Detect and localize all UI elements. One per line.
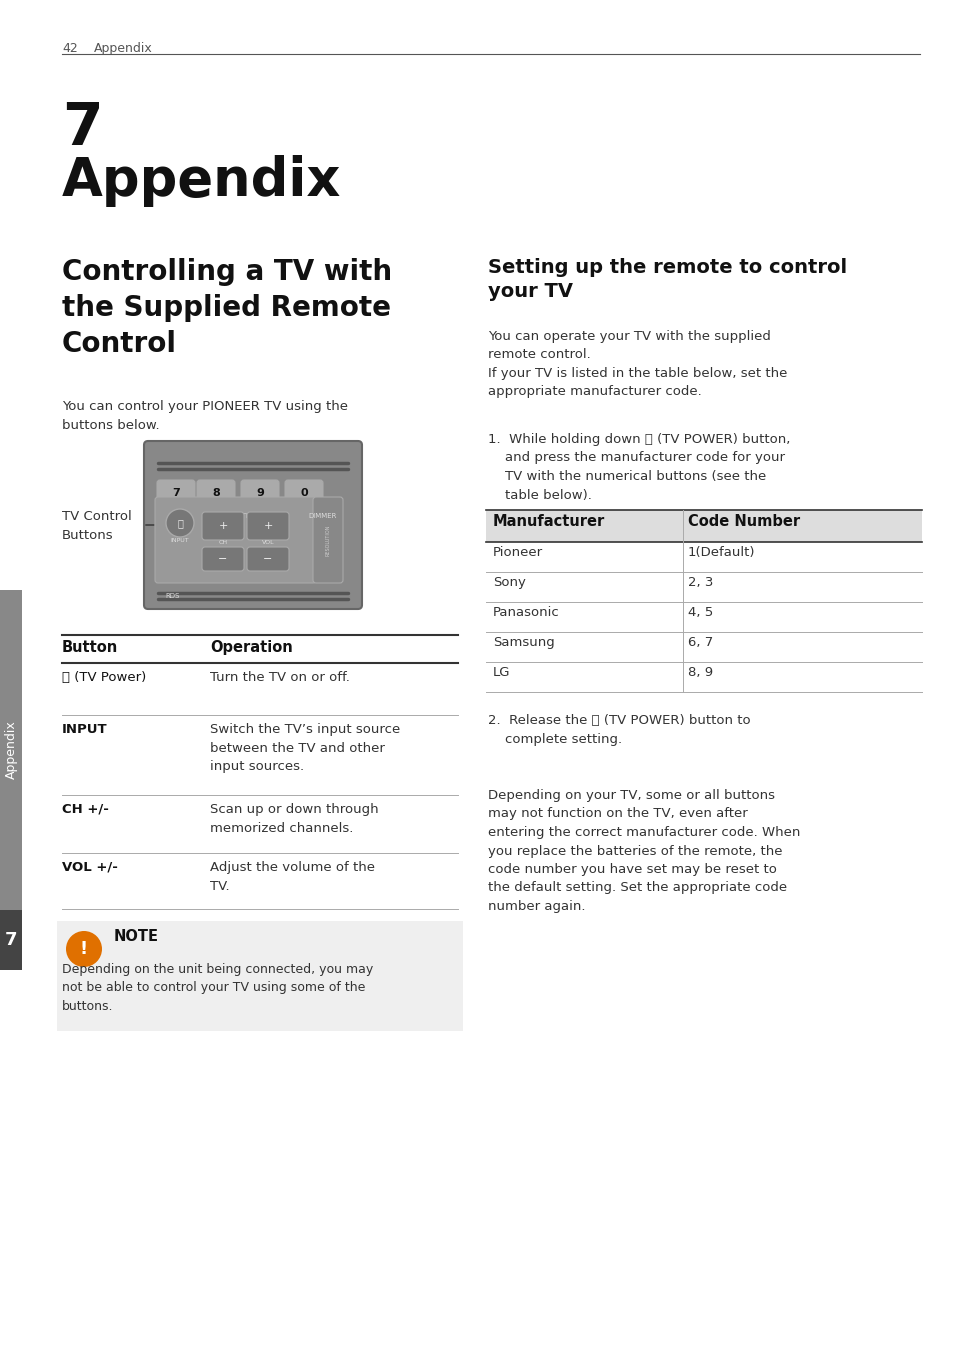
Text: 42: 42 (62, 42, 77, 56)
Text: 1.  While holding down ⏻ (TV POWER) button,
    and press the manufacturer code : 1. While holding down ⏻ (TV POWER) butto… (488, 433, 789, 501)
Text: +: + (263, 521, 273, 531)
Text: Appendix: Appendix (5, 720, 17, 780)
Text: Setting up the remote to control
your TV: Setting up the remote to control your TV (488, 259, 846, 301)
Text: Manufacturer: Manufacturer (493, 515, 604, 529)
FancyBboxPatch shape (241, 481, 278, 506)
Text: Appendix: Appendix (62, 154, 341, 207)
Text: 6, 7: 6, 7 (687, 636, 713, 649)
FancyBboxPatch shape (313, 497, 343, 584)
Text: !: ! (80, 940, 88, 959)
Text: Controlling a TV with: Controlling a TV with (62, 259, 392, 286)
Text: −: − (218, 554, 228, 565)
Text: 2.  Release the ⏻ (TV POWER) button to
    complete setting.: 2. Release the ⏻ (TV POWER) button to co… (488, 714, 750, 746)
Text: Depending on your TV, some or all buttons
may not function on the TV, even after: Depending on your TV, some or all button… (488, 789, 800, 913)
Text: Depending on the unit being connected, you may
not be able to control your TV us: Depending on the unit being connected, y… (62, 963, 373, 1013)
Text: 2, 3: 2, 3 (687, 575, 713, 589)
Text: RESOLUTION: RESOLUTION (325, 524, 330, 555)
Text: You can control your PIONEER TV using the
buttons below.: You can control your PIONEER TV using th… (62, 399, 348, 432)
Text: ⏻ (TV Power): ⏻ (TV Power) (62, 672, 146, 684)
Text: 4, 5: 4, 5 (687, 607, 713, 619)
Text: 1(Default): 1(Default) (687, 546, 755, 559)
Text: 7: 7 (172, 487, 180, 498)
Text: INPUT: INPUT (62, 723, 108, 737)
FancyBboxPatch shape (202, 512, 244, 540)
Text: 0: 0 (300, 487, 308, 498)
Text: 8, 9: 8, 9 (687, 666, 713, 678)
Text: Scan up or down through
memorized channels.: Scan up or down through memorized channe… (210, 803, 378, 834)
FancyBboxPatch shape (144, 441, 361, 609)
Bar (57, 921, 462, 1030)
Text: TV Control
Buttons: TV Control Buttons (62, 510, 132, 542)
Circle shape (166, 509, 193, 538)
Text: 7: 7 (62, 100, 103, 157)
Text: 7: 7 (5, 932, 17, 949)
Text: Control: Control (62, 330, 177, 357)
FancyBboxPatch shape (157, 481, 194, 506)
FancyBboxPatch shape (285, 481, 323, 506)
Text: Panasonic: Panasonic (493, 607, 559, 619)
Bar (485, 510, 921, 542)
Text: +: + (218, 521, 228, 531)
Text: NOTE: NOTE (113, 929, 159, 944)
Bar (0, 590, 22, 910)
Text: −: − (263, 554, 273, 565)
Text: CH +/-: CH +/- (62, 803, 109, 816)
Text: 9: 9 (255, 487, 264, 498)
FancyBboxPatch shape (154, 497, 315, 584)
Circle shape (66, 932, 102, 967)
Text: Samsung: Samsung (493, 636, 554, 649)
Text: Sony: Sony (493, 575, 525, 589)
Text: Button: Button (62, 640, 118, 655)
Text: Operation: Operation (210, 640, 293, 655)
Text: Turn the TV on or off.: Turn the TV on or off. (210, 672, 350, 684)
FancyBboxPatch shape (247, 512, 289, 540)
Text: Pioneer: Pioneer (493, 546, 542, 559)
FancyBboxPatch shape (247, 547, 289, 571)
Text: 8: 8 (212, 487, 219, 498)
Text: Switch the TV’s input source
between the TV and other
input sources.: Switch the TV’s input source between the… (210, 723, 400, 773)
Text: Appendix: Appendix (94, 42, 152, 56)
Text: the Supplied Remote: the Supplied Remote (62, 294, 391, 322)
FancyBboxPatch shape (196, 481, 234, 506)
Text: CH: CH (218, 540, 228, 546)
Text: Adjust the volume of the
TV.: Adjust the volume of the TV. (210, 861, 375, 892)
Text: ⏻: ⏻ (177, 519, 183, 528)
Text: VOL: VOL (261, 540, 274, 546)
Text: DIMMER: DIMMER (309, 513, 336, 519)
Bar (0, 910, 22, 969)
Text: Code Number: Code Number (687, 515, 800, 529)
Text: You can operate your TV with the supplied
remote control.
If your TV is listed i: You can operate your TV with the supplie… (488, 330, 786, 398)
Text: LG: LG (493, 666, 510, 678)
Text: INPUT: INPUT (171, 539, 189, 543)
Text: TV CONTROL: TV CONTROL (215, 513, 260, 519)
FancyBboxPatch shape (202, 547, 244, 571)
Text: RDS: RDS (166, 593, 180, 598)
Text: VOL +/-: VOL +/- (62, 861, 118, 873)
